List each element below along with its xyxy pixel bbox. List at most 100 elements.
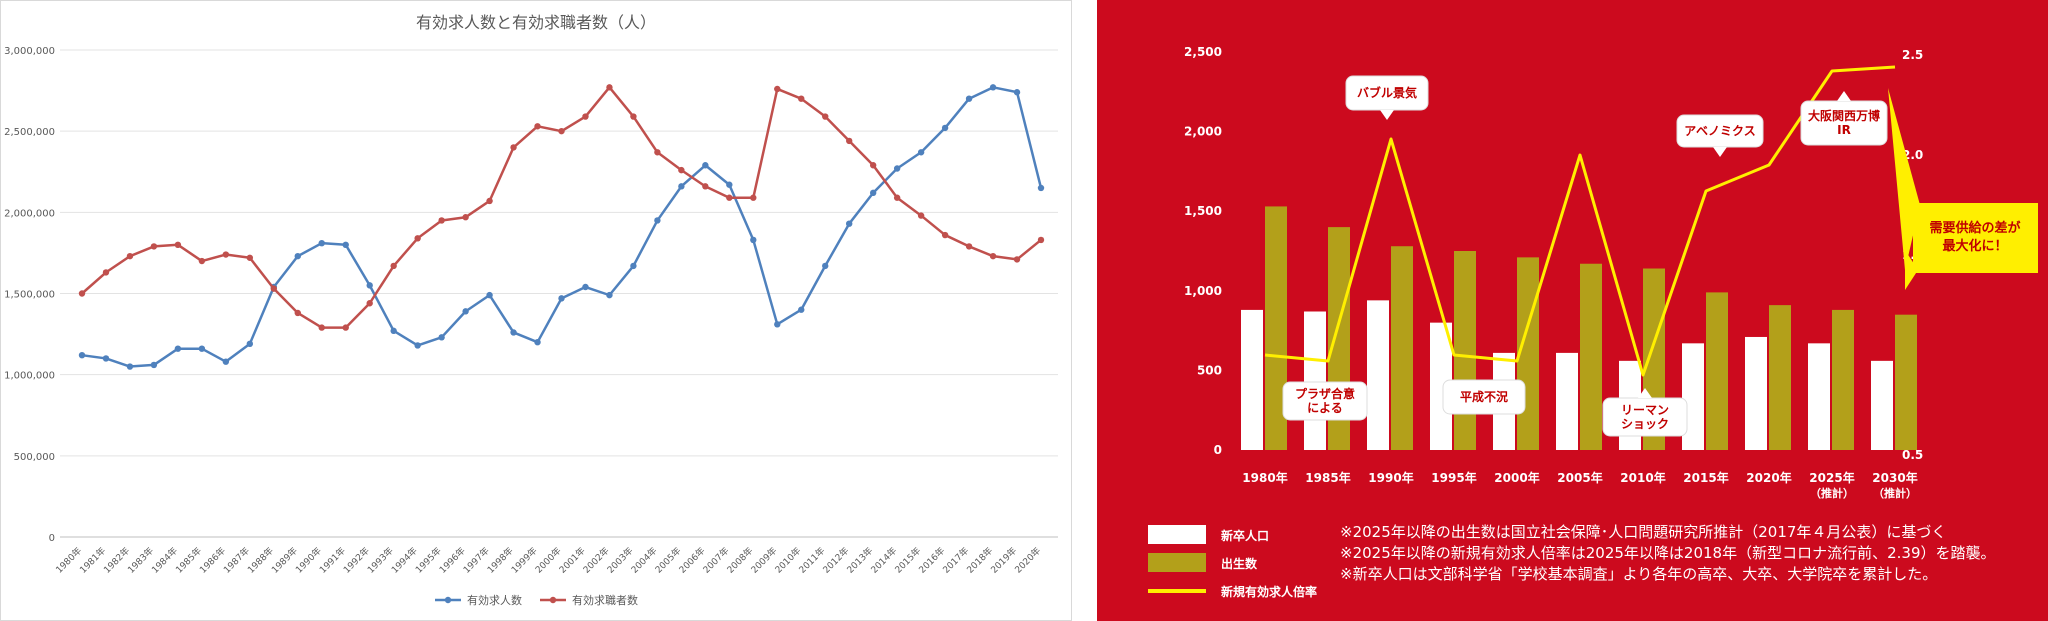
left-data-point (846, 220, 853, 227)
left-x-tick-label: 2014年 (868, 545, 899, 576)
callout-pointer (1888, 88, 1920, 270)
annotation-bubble-economy: バブル景気 (1345, 75, 1429, 120)
left-y-tick-label: 1,500,000 (4, 290, 55, 301)
left-x-tick-label: 2002年 (581, 545, 612, 576)
callout-text: アベノミクス (1684, 124, 1755, 138)
bar-graduates (1241, 309, 1263, 450)
bar-births (1391, 246, 1413, 450)
left-data-point (917, 212, 925, 219)
callout-box (1282, 381, 1368, 421)
callout-box (1913, 203, 2038, 273)
bar-births (1706, 292, 1728, 450)
left-data-point (462, 214, 469, 221)
bar-graduates (1745, 336, 1767, 450)
bar-births (1580, 263, 1602, 450)
left-x-tick-label: 2017年 (940, 545, 971, 576)
callout-text: による (1307, 401, 1343, 415)
left-data-point (558, 127, 565, 135)
callout-tail (1713, 147, 1727, 157)
left-x-tick-label: 2008年 (724, 545, 755, 576)
right-y2-tick-label: 2.0 (1902, 148, 1923, 162)
left-x-tick-label: 1998年 (485, 545, 516, 576)
right-x-tick-label: 1985年 (1305, 470, 1350, 485)
left-x-tick-label: 1983年 (125, 545, 156, 576)
left-data-point (342, 324, 349, 331)
legend-label-ratio: 新規有効求人倍率 (1221, 585, 1318, 599)
right-y-tick-label: 0 (1214, 443, 1222, 457)
left-x-tick-label: 1987年 (221, 545, 252, 576)
left-chart-panel (0, 0, 1072, 621)
callout-text: プラザ合意 (1295, 386, 1355, 401)
left-legend-label: 有効求職者数 (572, 593, 638, 607)
right-x-tick-note: （推計） (1810, 486, 1854, 500)
right-x-tick-label: 2005年 (1557, 470, 1602, 485)
left-x-tick-label: 1981年 (77, 545, 108, 576)
legend-swatch-graduates (1148, 525, 1206, 544)
left-data-point (774, 321, 781, 328)
left-legend-label: 有効求人数 (467, 593, 522, 607)
left-data-point (1013, 89, 1021, 96)
callout-text: 平成不況 (1460, 389, 1508, 404)
left-data-point (893, 194, 901, 201)
left-y-tick-label: 1,000,000 (4, 371, 55, 382)
left-data-point (390, 327, 397, 335)
callout-text: IR (1837, 123, 1851, 137)
left-x-tick-label: 2007年 (700, 545, 731, 576)
footnote-3: ※新卒人口は文部科学省「学校基本調査」より各年の高卒、大卒、大学院卒を累計した。 (1340, 565, 1938, 583)
left-data-point (102, 269, 110, 276)
left-data-point (1013, 256, 1021, 263)
left-data-point (1037, 184, 1045, 192)
left-data-point (582, 113, 589, 120)
left-data-point (558, 295, 565, 302)
left-data-point (318, 239, 325, 247)
left-data-point (294, 309, 301, 317)
left-data-point (78, 351, 86, 359)
bar-graduates (1871, 360, 1893, 450)
left-data-point (893, 165, 901, 172)
left-x-tick-label: 2018年 (964, 545, 995, 576)
right-x-tick-label: 2020年 (1746, 470, 1791, 485)
left-series-line-1 (81, 86, 1042, 329)
left-data-point (510, 144, 517, 151)
left-data-point (342, 241, 349, 248)
left-data-point (582, 283, 589, 291)
left-data-point (150, 361, 158, 369)
left-data-point (246, 340, 254, 348)
left-data-point (222, 251, 230, 258)
left-data-point (630, 113, 637, 120)
left-data-point (798, 95, 805, 102)
left-x-tick-label: 2009年 (748, 545, 779, 576)
footnotes: ※2025年以降の出生数は国立社会保障･人口問題研究所推計（2017年４月公表）… (1340, 522, 1996, 585)
legend-swatch-ratio (1148, 589, 1206, 593)
left-x-tick-label: 1992年 (341, 545, 372, 576)
right-y-tick-label: 2,500 (1184, 45, 1222, 59)
left-x-tick-label: 2020年 (1012, 545, 1043, 576)
left-y-tick-label: 3,000,000 (4, 46, 55, 57)
left-x-tick-label: 1989年 (269, 545, 300, 576)
callout-tail (1380, 110, 1394, 120)
left-x-tick-label: 2019年 (988, 545, 1019, 576)
left-data-point (270, 285, 277, 292)
left-data-point (534, 339, 541, 346)
left-data-point (941, 124, 949, 132)
left-data-point (846, 137, 853, 145)
left-x-tick-label: 2000年 (533, 545, 564, 576)
callout-pointer (1905, 250, 1918, 290)
left-x-tick-label: 2016年 (916, 545, 947, 576)
left-x-tick-label: 1990年 (293, 545, 324, 576)
left-data-point (726, 181, 733, 188)
left-data-point (174, 345, 182, 352)
left-data-point (774, 85, 781, 93)
bar-births (1895, 314, 1917, 450)
left-data-point (726, 194, 733, 201)
left-x-tick-label: 1996年 (437, 545, 468, 576)
left-data-point (989, 252, 997, 260)
left-y-tick-label: 2,000,000 (4, 208, 55, 219)
left-data-point (390, 262, 397, 270)
left-legend-marker (549, 596, 557, 604)
left-x-tick-label: 2010年 (772, 545, 803, 576)
